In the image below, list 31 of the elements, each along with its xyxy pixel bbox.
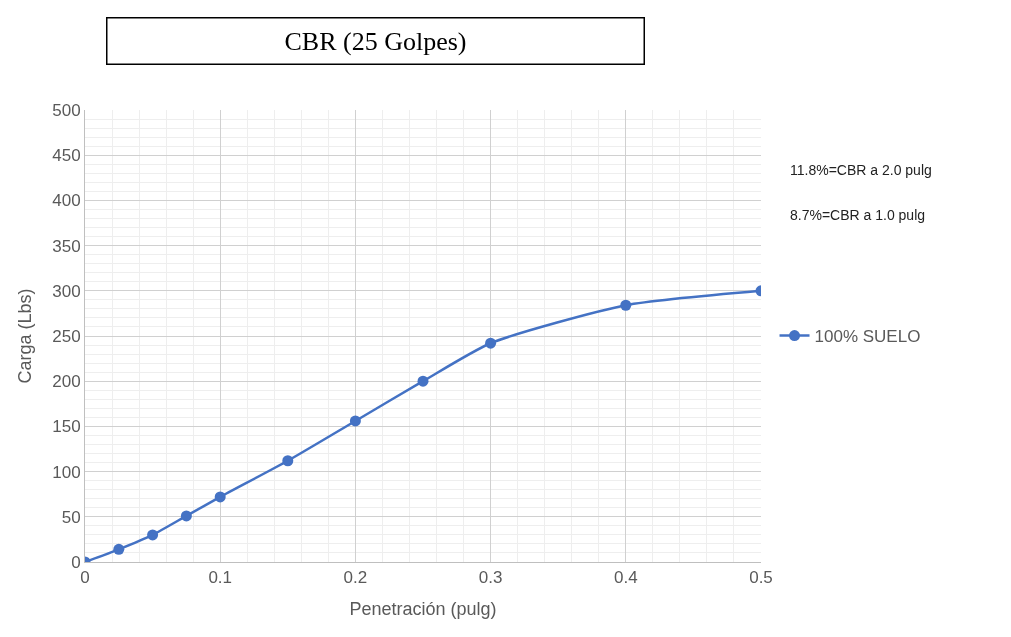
- point: [485, 337, 497, 349]
- text: 8.7%=CBR a 1.0 pulg: [790, 207, 926, 223]
- x-tick-label: 0.5: [749, 568, 773, 588]
- point: [214, 491, 226, 503]
- legend-label: 100% SUELO: [814, 327, 921, 347]
- point: [282, 455, 294, 467]
- x-tick-label: 0.4: [613, 568, 638, 588]
- point: [147, 529, 159, 541]
- y-tick-label: 400: [52, 191, 81, 211]
- y-tick-label: 450: [52, 146, 81, 166]
- y-tick-label: 500: [52, 100, 81, 120]
- y-tick-label: 250: [52, 326, 81, 346]
- y-tick-label: 0: [71, 552, 81, 572]
- x-tick-label: 0.1: [208, 568, 233, 588]
- point: [349, 415, 361, 427]
- y-tick-label: 300: [52, 281, 81, 301]
- point: [417, 375, 429, 387]
- point: [113, 543, 125, 555]
- y-tick-label: 150: [52, 417, 81, 437]
- y-tick-label: 100: [52, 462, 81, 482]
- y-tick-label: 50: [61, 507, 81, 527]
- x-tick-label: 0.3: [478, 568, 503, 588]
- chart-title: CBR (25 Golpes): [284, 26, 467, 56]
- point: [180, 510, 192, 522]
- x-axis-title: Penetración (pulg): [349, 598, 497, 619]
- text: 11.8%=CBR a 2.0 pulg: [790, 162, 932, 178]
- x-tick-label: 0.2: [343, 568, 368, 588]
- y-tick-label: 200: [52, 372, 81, 392]
- y-tick-label: 350: [52, 236, 81, 256]
- y-axis-title: Carga (Lbs): [15, 288, 36, 384]
- point: [620, 299, 632, 311]
